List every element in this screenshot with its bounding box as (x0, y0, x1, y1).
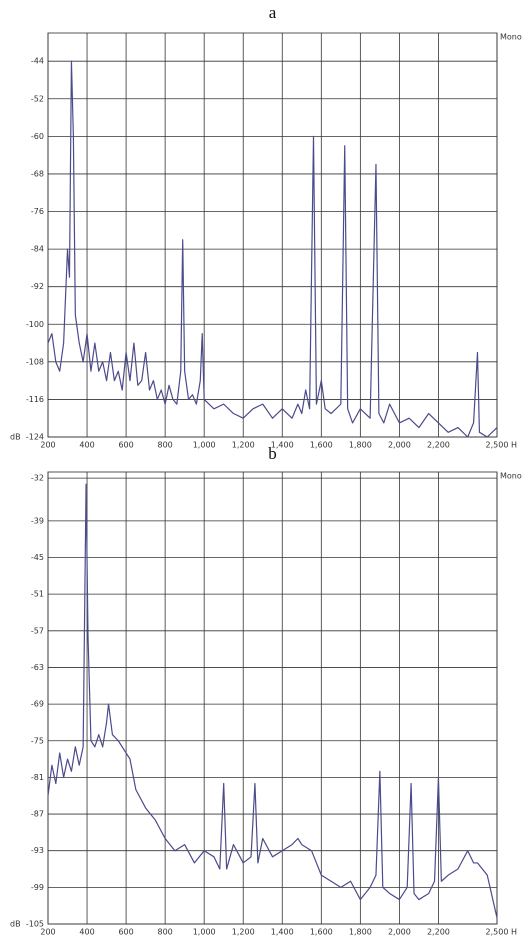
x-tick-label: 1,400 (271, 441, 294, 450)
x-tick-label: 800 (157, 928, 172, 937)
y-tick-label: -39 (31, 516, 44, 525)
y-tick-label: -57 (31, 626, 44, 635)
y-tick-label: -32 (31, 474, 44, 483)
x-tick-label: 400 (79, 928, 94, 937)
x-unit: H (511, 928, 517, 937)
x-tick-label: 200 (40, 441, 55, 450)
x-tick-label: 800 (157, 441, 172, 450)
y-unit: dB (10, 433, 21, 442)
panel-label: b (268, 444, 277, 463)
x-tick-label: 200 (40, 928, 55, 937)
x-tick-label: 1,800 (349, 928, 372, 937)
x-tick-label: 1,000 (193, 928, 216, 937)
x-tick-label: 1,600 (310, 928, 333, 937)
y-tick-label: -108 (26, 357, 44, 366)
x-tick-label: 1,400 (271, 928, 294, 937)
x-tick-label: 2,200 (427, 441, 450, 450)
y-tick-label: -116 (26, 395, 44, 404)
y-tick-label: -92 (31, 282, 44, 291)
x-tick-label: 1,600 (310, 441, 333, 450)
y-tick-label: -63 (31, 663, 44, 672)
y-tick-label: -105 (26, 920, 44, 929)
spectrum-line (47, 60, 498, 438)
x-tick-label: 2,500 (486, 441, 509, 450)
spectrum-line (47, 483, 498, 919)
y-tick-label: -44 (31, 57, 44, 66)
x-unit: H (511, 441, 517, 450)
x-tick-label: 2,200 (427, 928, 450, 937)
y-tick-label: -45 (31, 553, 44, 562)
x-tick-label: 1,000 (193, 441, 216, 450)
y-tick-label: -52 (31, 94, 44, 103)
panel-label: a (269, 3, 277, 22)
y-tick-label: -124 (26, 433, 44, 442)
x-tick-label: 2,000 (388, 928, 411, 937)
x-tick-label: 2,500 (486, 928, 509, 937)
x-tick-label: 1,800 (349, 441, 372, 450)
x-tick-label: 1,200 (232, 928, 255, 937)
x-tick-label: 600 (118, 928, 133, 937)
y-unit: dB (10, 920, 21, 929)
x-tick-label: 400 (79, 441, 94, 450)
x-tick-label: 1,200 (232, 441, 255, 450)
y-tick-label: -99 (31, 883, 44, 892)
y-tick-label: -100 (26, 320, 44, 329)
y-tick-label: -60 (31, 132, 44, 141)
y-tick-label: -51 (31, 590, 44, 599)
y-tick-label: -75 (31, 736, 44, 745)
y-tick-label: -87 (31, 810, 44, 819)
y-tick-label: -76 (31, 207, 44, 216)
y-tick-label: -68 (31, 169, 44, 178)
plot-area (47, 32, 498, 438)
corner-label: Mono (500, 33, 522, 42)
x-tick-label: 600 (118, 441, 133, 450)
x-tick-label: 2,000 (388, 441, 411, 450)
y-tick-label: -93 (31, 846, 44, 855)
y-tick-label: -84 (31, 245, 44, 254)
corner-label: Mono (500, 472, 522, 481)
y-tick-label: -69 (31, 700, 44, 709)
plot-area (47, 471, 498, 925)
y-tick-label: -81 (31, 773, 44, 782)
